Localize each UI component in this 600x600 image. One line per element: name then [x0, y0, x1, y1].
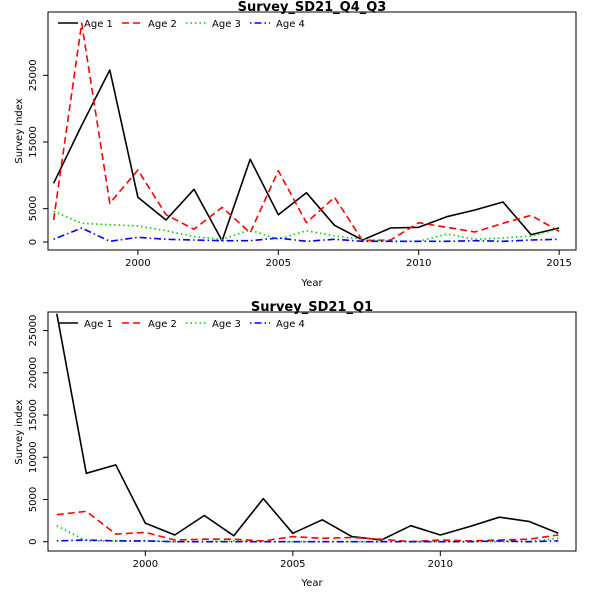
plot-frame-1 — [47, 11, 577, 251]
legend-label-age-2: Age 2 — [148, 319, 177, 330]
series-line-age-2 — [56, 510, 559, 543]
series-lines-2 — [56, 313, 559, 543]
legend-label-age-1: Age 1 — [84, 319, 113, 330]
y-axis-label-2: Survey index — [14, 399, 25, 464]
chart-title-2: Survey_SD21_Q1 — [251, 300, 373, 315]
x-tick-label: 2000 — [125, 258, 150, 269]
legend-1: Age 1 Age 2 Age 3 Age 4 — [58, 19, 305, 30]
series-line-age-4 — [53, 227, 560, 243]
y-tick-label: 25000 — [28, 315, 39, 347]
x-tick-label: 2005 — [280, 559, 305, 570]
series-line-age-4 — [56, 539, 559, 543]
chart-panel-2: Survey_SD21_Q1 Year Survey index 2000 200… — [14, 300, 577, 589]
y-tick-label: 25000 — [28, 59, 39, 91]
y-tick-label: 0 — [28, 239, 39, 245]
x-tick-label: 2000 — [133, 559, 158, 570]
y-tick-label: 20000 — [28, 357, 39, 389]
series-line-age-2 — [52, 22, 560, 242]
legend-label-age-3: Age 3 — [212, 19, 241, 30]
series-line-age-3 — [53, 210, 560, 243]
legend-2: Age 1 Age 2 Age 3 Age 4 — [58, 319, 305, 330]
chart-panel-1: Survey_SD21_Q4_Q3 Year Survey index 2000… — [14, 0, 577, 289]
y-tick-label: 5000 — [28, 487, 39, 512]
axis-ticks-2: 2000 2005 2010 0 5000 10000 15000 20000 25000 — [28, 315, 453, 570]
plot-frame-2 — [47, 311, 577, 552]
y-axis-label-1: Survey index — [14, 98, 25, 163]
series-line-age-1 — [56, 313, 559, 541]
axis-ticks-1: 2000 2005 2010 2015 0 5000 15000 25000 — [28, 59, 572, 269]
y-tick-label: 10000 — [28, 441, 39, 473]
legend-label-age-1: Age 1 — [84, 19, 113, 30]
y-tick-label: 0 — [28, 539, 39, 545]
x-axis-label-1: Year — [300, 278, 323, 289]
legend-label-age-4: Age 4 — [276, 319, 305, 330]
legend-label-age-2: Age 2 — [148, 19, 177, 30]
series-lines-1 — [52, 22, 560, 243]
legend-label-age-3: Age 3 — [212, 319, 241, 330]
y-tick-label: 15000 — [28, 399, 39, 431]
legend-label-age-4: Age 4 — [276, 19, 305, 30]
x-tick-label: 2010 — [406, 258, 431, 269]
series-line-age-1 — [52, 69, 560, 242]
x-axis-label-2: Year — [300, 578, 323, 589]
x-tick-label: 2015 — [546, 258, 571, 269]
x-tick-label: 2010 — [428, 559, 453, 570]
chart-title-1: Survey_SD21_Q4_Q3 — [238, 0, 387, 15]
x-tick-label: 2005 — [266, 258, 291, 269]
y-tick-label: 15000 — [28, 126, 39, 158]
y-tick-label: 5000 — [28, 196, 39, 221]
